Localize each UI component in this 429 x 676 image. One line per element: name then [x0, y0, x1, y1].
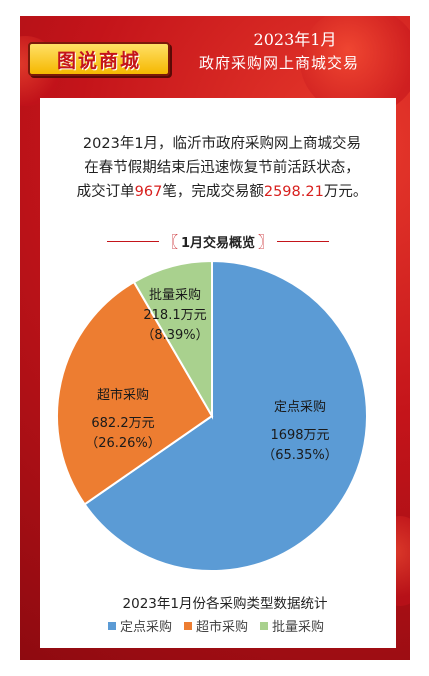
legend-label: 定点采购 [120, 620, 173, 635]
section-heading: 〖 1月交易概览 〗 [40, 230, 396, 252]
intro-line-3: 成交订单967笔，完成交易额2598.21万元。 [52, 180, 392, 204]
banner-text: 图说商城 [56, 49, 141, 72]
intro-paragraph: 2023年1月，临沂市政府采购网上商城交易 在春节假期结束后迅速恢复节前活跃状态… [52, 132, 392, 204]
amount-value: 2598.21 [263, 184, 324, 200]
legend-item: 批量采购 [260, 616, 324, 635]
intro-text: 万元。 [323, 184, 368, 200]
legend-swatch [260, 621, 269, 630]
header-date: 2023年1月 [253, 30, 337, 49]
label-dingdian: 定点采购 1698万元 （65.35%） [240, 398, 360, 466]
bracket-right: 〗 [258, 232, 274, 251]
slice-value: 1698万元 [270, 428, 330, 443]
intro-text: 笔，完成交易额 [162, 184, 264, 200]
banner-badge: 图说商城 [28, 42, 170, 76]
legend-swatch [108, 621, 116, 630]
slice-name: 定点采购 [273, 400, 326, 415]
slice-name: 批量采购 [148, 288, 201, 303]
chart-title: 2023年1月份各采购类型数据统计 [122, 596, 328, 612]
content-card: 2023年1月，临沂市政府采购网上商城交易 在春节假期结束后迅速恢复节前活跃状态… [40, 98, 396, 648]
slice-name: 超市采购 [96, 388, 149, 403]
header-subtitle: 政府采购网上商城交易 [198, 54, 359, 72]
divider [277, 240, 330, 242]
legend-swatch [184, 621, 193, 630]
divider [106, 240, 159, 242]
orders-count: 967 [134, 184, 163, 200]
slice-value: 682.2万元 [91, 416, 155, 431]
slice-pct: （26.26%） [85, 436, 161, 451]
intro-line-1: 2023年1月，临沂市政府采购网上商城交易 [82, 136, 362, 152]
legend-item: 定点采购 [108, 616, 172, 635]
label-piliang: 批量采购 218.1万元 （8.39%） [130, 286, 220, 346]
label-chaoshi: 超市采购 682.2万元 （26.26%） [68, 386, 178, 454]
slice-pct: （8.39%） [141, 328, 209, 343]
section-title: 1月交易概览 [180, 235, 256, 251]
legend-label: 超市采购 [196, 620, 249, 635]
bracket-left: 〖 [162, 232, 178, 251]
slice-value: 218.1万元 [143, 308, 207, 323]
chart-legend: 定点采购 超市采购 批量采购 [108, 616, 324, 635]
intro-text: 成交订单 [76, 184, 135, 200]
intro-line-2: 在春节假期结束后迅速恢复节前活跃状态， [84, 160, 360, 176]
legend-item: 超市采购 [184, 616, 248, 635]
slice-pct: （65.35%） [262, 448, 338, 463]
legend-label: 批量采购 [272, 620, 325, 635]
